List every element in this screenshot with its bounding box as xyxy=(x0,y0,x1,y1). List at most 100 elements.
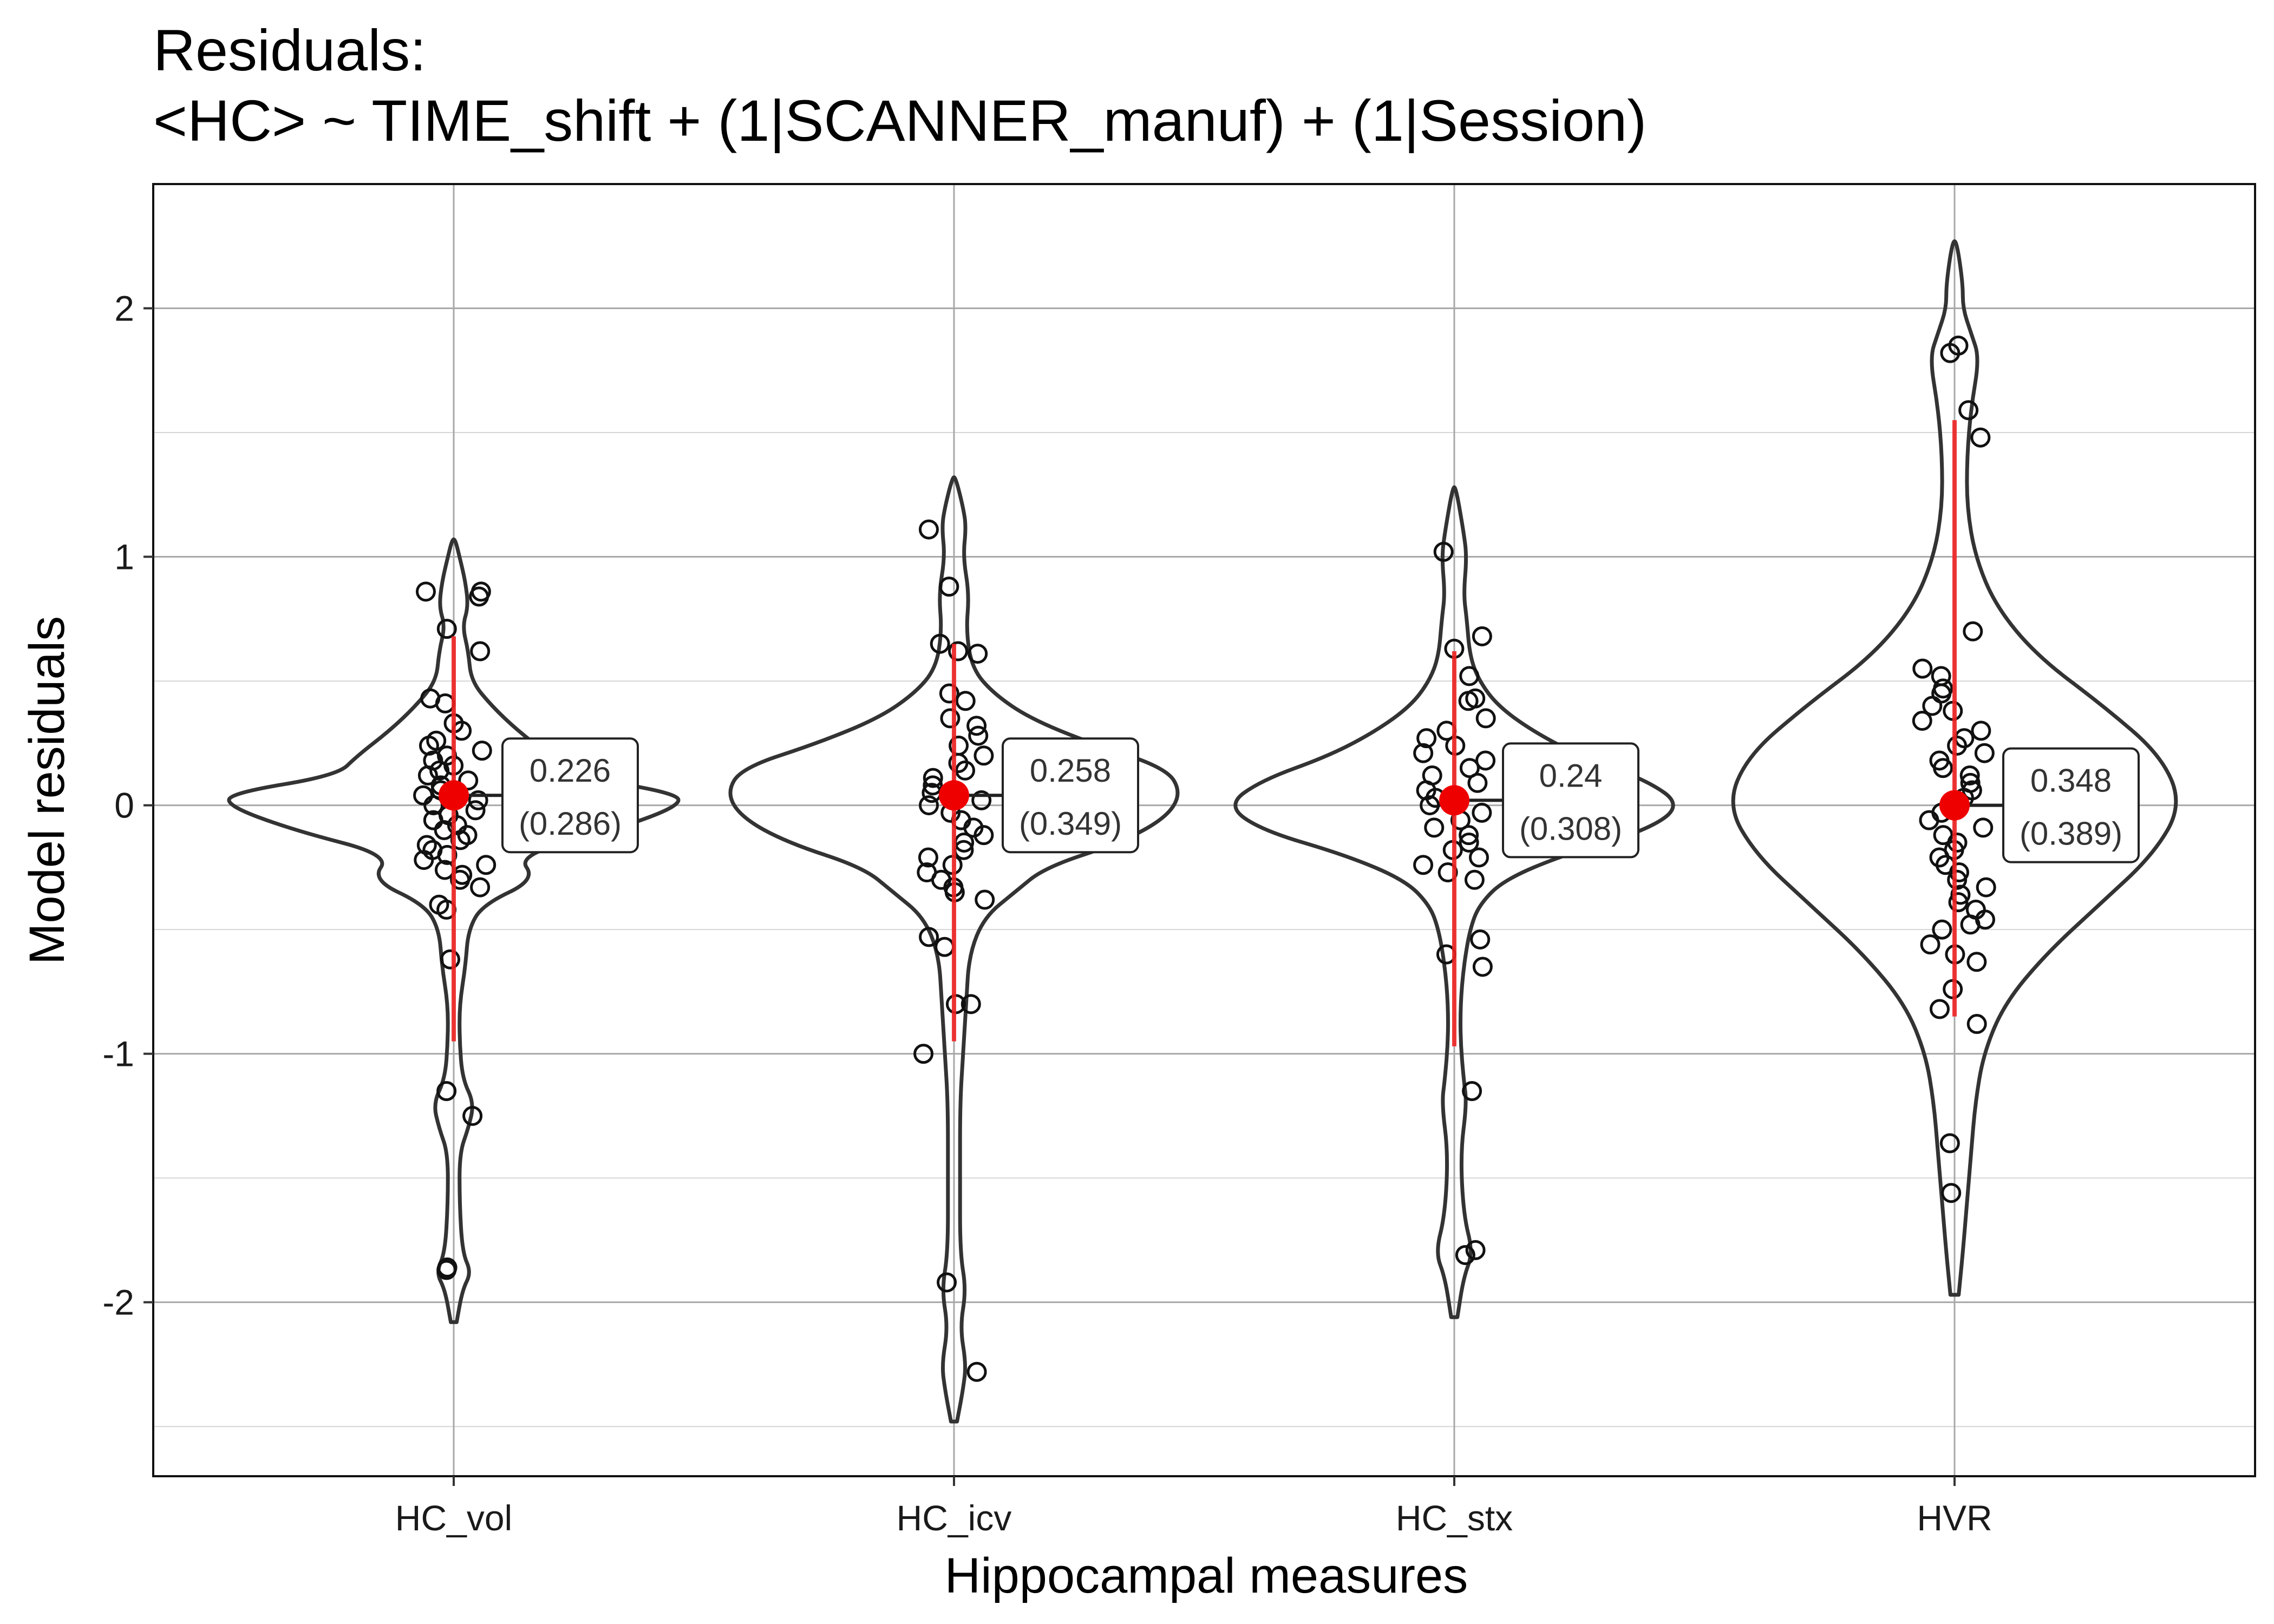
data-point xyxy=(1459,825,1479,846)
data-point xyxy=(1966,1014,1987,1034)
data-point xyxy=(1932,919,1952,940)
data-point xyxy=(1922,696,1943,716)
data-point xyxy=(1413,743,1434,763)
data-point xyxy=(436,1081,457,1101)
plot-panel xyxy=(153,184,2255,1476)
data-point xyxy=(470,877,491,898)
data-point xyxy=(1475,708,1496,729)
panel-border xyxy=(152,183,2256,1477)
value-label-box xyxy=(501,737,639,854)
data-point xyxy=(1958,400,1979,421)
chart-subtitle: <HC> ~ TIME_shift + (1|SCANNER_manuf) + … xyxy=(153,88,1646,153)
data-point xyxy=(1465,1240,1486,1260)
data-point xyxy=(1970,427,1991,448)
y-axis-title: Model residuals xyxy=(19,616,75,965)
data-point xyxy=(1433,541,1454,562)
data-point xyxy=(923,768,943,788)
data-point xyxy=(1947,869,1968,890)
data-point xyxy=(939,683,959,704)
x-tick-label: HC_stx xyxy=(1396,1498,1513,1538)
data-point xyxy=(436,619,457,639)
data-point xyxy=(919,927,939,947)
value-label-sd: 0.24 xyxy=(1539,757,1603,794)
data-point xyxy=(918,847,938,868)
data-point xyxy=(440,949,460,970)
value-label-box xyxy=(1502,742,1639,859)
mean-point xyxy=(439,780,469,811)
data-point xyxy=(966,716,987,736)
data-point xyxy=(465,800,486,821)
value-label-box xyxy=(1002,737,1139,854)
data-point xyxy=(447,815,467,835)
data-point xyxy=(1437,862,1458,883)
data-point xyxy=(1966,952,1987,972)
data-point xyxy=(450,869,471,890)
mean-point xyxy=(1439,785,1469,816)
data-point xyxy=(1919,810,1939,830)
y-tick-label: 0 xyxy=(114,785,134,826)
data-point xyxy=(1948,892,1969,913)
data-point xyxy=(413,785,434,806)
violin-group-hc-icv: 0.258 (0.349) xyxy=(728,475,1180,1424)
data-point xyxy=(966,1361,987,1382)
data-point xyxy=(1464,869,1485,890)
data-point xyxy=(1974,743,1995,763)
violin-outline xyxy=(1233,485,1675,1319)
value-label-sd: 0.348 xyxy=(2030,763,2112,799)
data-point xyxy=(1976,877,1996,898)
data-point xyxy=(1929,999,1950,1019)
y-tick-label: -1 xyxy=(102,1034,134,1074)
data-point xyxy=(1963,621,1983,641)
data-point xyxy=(1467,772,1488,793)
value-label-paren: (0.308) xyxy=(1519,810,1622,847)
data-point xyxy=(1420,795,1440,816)
data-point xyxy=(1971,721,1991,741)
data-point xyxy=(417,765,438,786)
data-point xyxy=(930,633,950,654)
value-label-box xyxy=(2002,747,2140,863)
data-point xyxy=(937,1272,957,1293)
x-tick-label: HC_icv xyxy=(897,1498,1012,1538)
data-point xyxy=(923,775,943,796)
data-point xyxy=(1933,758,1953,778)
violin-group-hvr: 0.348 (0.389) xyxy=(1731,239,2178,1297)
data-point xyxy=(471,581,491,602)
data-point xyxy=(423,810,443,830)
data-point xyxy=(1455,1245,1475,1265)
data-point xyxy=(1941,1183,1962,1203)
data-point xyxy=(1416,728,1437,749)
data-point xyxy=(468,790,488,810)
data-point xyxy=(1458,691,1479,711)
value-label-paren: (0.389) xyxy=(2020,816,2122,852)
data-point xyxy=(960,994,981,1014)
data-point xyxy=(429,760,450,781)
data-point xyxy=(1468,847,1489,868)
data-point xyxy=(462,1105,483,1126)
data-point xyxy=(476,855,496,875)
y-tick-label: -2 xyxy=(102,1282,134,1322)
data-point xyxy=(1424,817,1445,838)
violin-outline xyxy=(728,475,1180,1424)
mean-point xyxy=(1939,790,1970,821)
data-point xyxy=(1459,832,1479,853)
data-point xyxy=(458,770,479,791)
data-point xyxy=(436,1260,457,1280)
data-point xyxy=(1475,750,1496,771)
data-point xyxy=(955,691,976,711)
data-point xyxy=(1920,934,1940,955)
x-tick-label: HVR xyxy=(1917,1498,1992,1538)
data-point xyxy=(423,795,444,816)
plot-area: 0.226 (0.286) 0.258 (0.349) 0.24 (0.308) 0.348… xyxy=(102,183,2256,1538)
y-tick-label: 2 xyxy=(114,289,134,329)
data-point xyxy=(973,825,994,846)
data-point xyxy=(1912,658,1933,679)
data-point xyxy=(968,644,988,664)
x-axis-title: Hippocampal measures xyxy=(945,1548,1468,1603)
data-point xyxy=(414,850,434,870)
violin-outline xyxy=(1731,239,2178,1297)
data-point xyxy=(472,741,492,761)
data-point xyxy=(975,889,995,910)
data-point xyxy=(1472,802,1492,823)
y-tick-label: 1 xyxy=(114,537,134,577)
value-label-paren: (0.286) xyxy=(519,806,622,842)
